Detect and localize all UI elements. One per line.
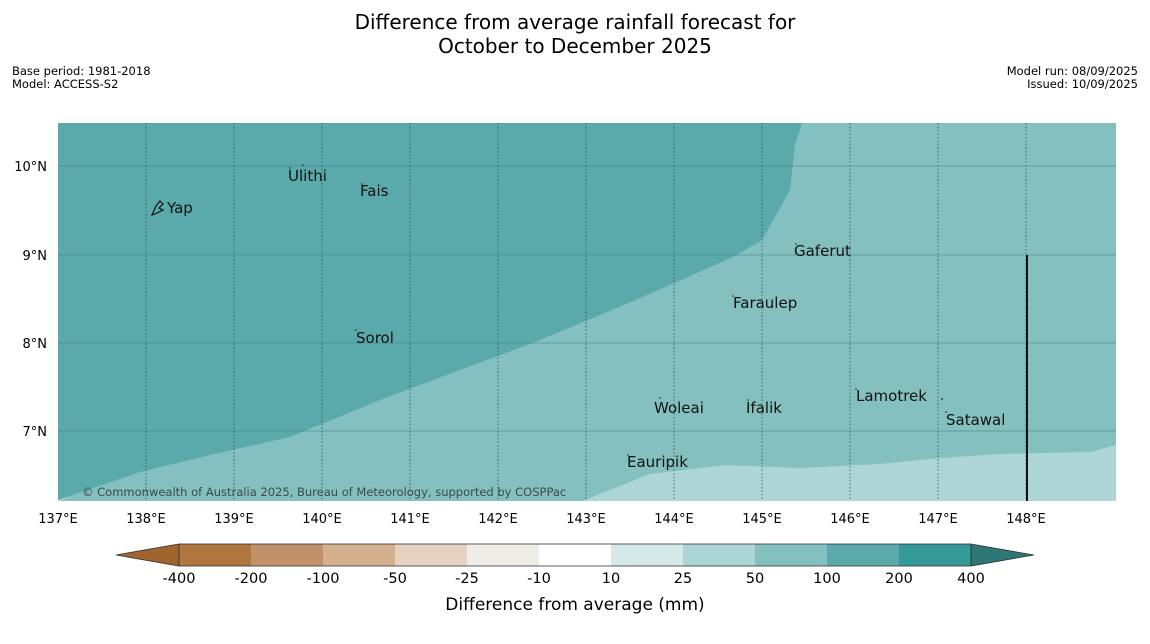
colorbar-tick: 200 (885, 571, 913, 587)
lat-axis-labels: 10°N 9°N 8°N 7°N (14, 160, 47, 440)
yap-island-shape (150, 200, 165, 217)
place-ifalik: Ifalik (746, 399, 782, 417)
colorbar-tick: -50 (383, 571, 407, 587)
place-sorol: Sorol (356, 329, 394, 347)
lat-label: 8°N (23, 337, 48, 352)
meta-left: Base period: 1981-2018 Model: ACCESS-S2 (12, 65, 151, 91)
chart-title: Difference from average rainfall forecas… (0, 10, 1150, 58)
meta-right: Model run: 08/09/2025 Issued: 10/09/2025 (1007, 65, 1138, 91)
colorbar-segment (395, 544, 467, 566)
colorbar-legend: -400 -200 -100 -50 -25 -10 10 25 50 100 … (115, 543, 1035, 615)
place-satawal: Satawal (946, 411, 1005, 429)
lon-gridlines (145, 123, 1027, 501)
lon-label: 142°E (478, 512, 518, 527)
region-dark (58, 123, 802, 500)
place-yap: Yap (166, 199, 193, 217)
lon-label: 146°E (830, 512, 870, 527)
lat-label: 9°N (23, 249, 48, 264)
place-faraulep: Faraulep (733, 294, 797, 312)
base-period: Base period: 1981-2018 (12, 64, 151, 78)
colorbar-tick: 25 (674, 571, 692, 587)
map-panel: Yap Ulithi Fais Gaferut Faraulep Sorol L… (58, 123, 1116, 501)
lon-label: 148°E (1006, 512, 1046, 527)
colorbar-tick: -25 (455, 571, 479, 587)
colorbar-tick: 50 (746, 571, 764, 587)
colorbar-tick: -10 (527, 571, 551, 587)
lon-label: 144°E (654, 512, 694, 527)
lon-label: 138°E (126, 512, 166, 527)
colorbar-segment (179, 544, 251, 566)
colorbar-ticks: -400 -200 -100 -50 -25 -10 10 25 50 100 … (163, 571, 985, 587)
lon-label: 141°E (390, 512, 430, 527)
issued-date: Issued: 10/09/2025 (1027, 77, 1138, 91)
lon-label: 139°E (214, 512, 254, 527)
island-dots (289, 164, 947, 456)
colorbar-extend-high (970, 543, 1035, 567)
colorbar-outline (178, 543, 972, 567)
model-name: Model: ACCESS-S2 (12, 77, 119, 91)
colorbar-segment (611, 544, 683, 566)
copyright-notice: © Commonwealth of Australia 2025, Bureau… (82, 485, 566, 499)
colorbar-tick: -400 (163, 571, 196, 587)
title-line-2: October to December 2025 (438, 34, 712, 58)
place-gaferut: Gaferut (794, 242, 851, 260)
colorbar-segment (755, 544, 827, 566)
colorbar-segment (539, 544, 611, 566)
colorbar-segment (827, 544, 899, 566)
colorbar-extend-low (115, 543, 180, 567)
colorbar-label: Difference from average (mm) (445, 595, 704, 615)
lon-label: 140°E (302, 512, 342, 527)
lon-label: 137°E (38, 512, 78, 527)
colorbar-tick: 10 (602, 571, 620, 587)
place-woleai: Woleai (654, 399, 704, 417)
colorbar-tick: 400 (957, 571, 985, 587)
title-line-1: Difference from average rainfall forecas… (354, 10, 796, 34)
colorbar-segment (323, 544, 395, 566)
place-fais: Fais (360, 182, 389, 200)
lon-label: 145°E (742, 512, 782, 527)
colorbar-segment (251, 544, 323, 566)
place-lamotrek: Lamotrek (856, 387, 927, 405)
lon-axis-labels: 137°E 138°E 139°E 140°E 141°E 142°E 143°… (38, 512, 1046, 527)
place-labels: Yap Ulithi Fais Gaferut Faraulep Sorol L… (166, 167, 1005, 471)
place-ulithi: Ulithi (288, 167, 327, 185)
lat-label: 10°N (14, 160, 47, 175)
colorbar-segment (899, 544, 971, 566)
colorbar-tick: -200 (235, 571, 268, 587)
colorbar-segment (467, 544, 539, 566)
colorbar-segment (683, 544, 755, 566)
colorbar-tick: -100 (307, 571, 340, 587)
lon-label: 143°E (566, 512, 606, 527)
lat-label: 7°N (23, 425, 48, 440)
model-run: Model run: 08/09/2025 (1006, 64, 1138, 78)
place-eauripik: Eauripik (627, 453, 688, 471)
colorbar-tick: 100 (813, 571, 841, 587)
lon-label: 147°E (918, 512, 958, 527)
